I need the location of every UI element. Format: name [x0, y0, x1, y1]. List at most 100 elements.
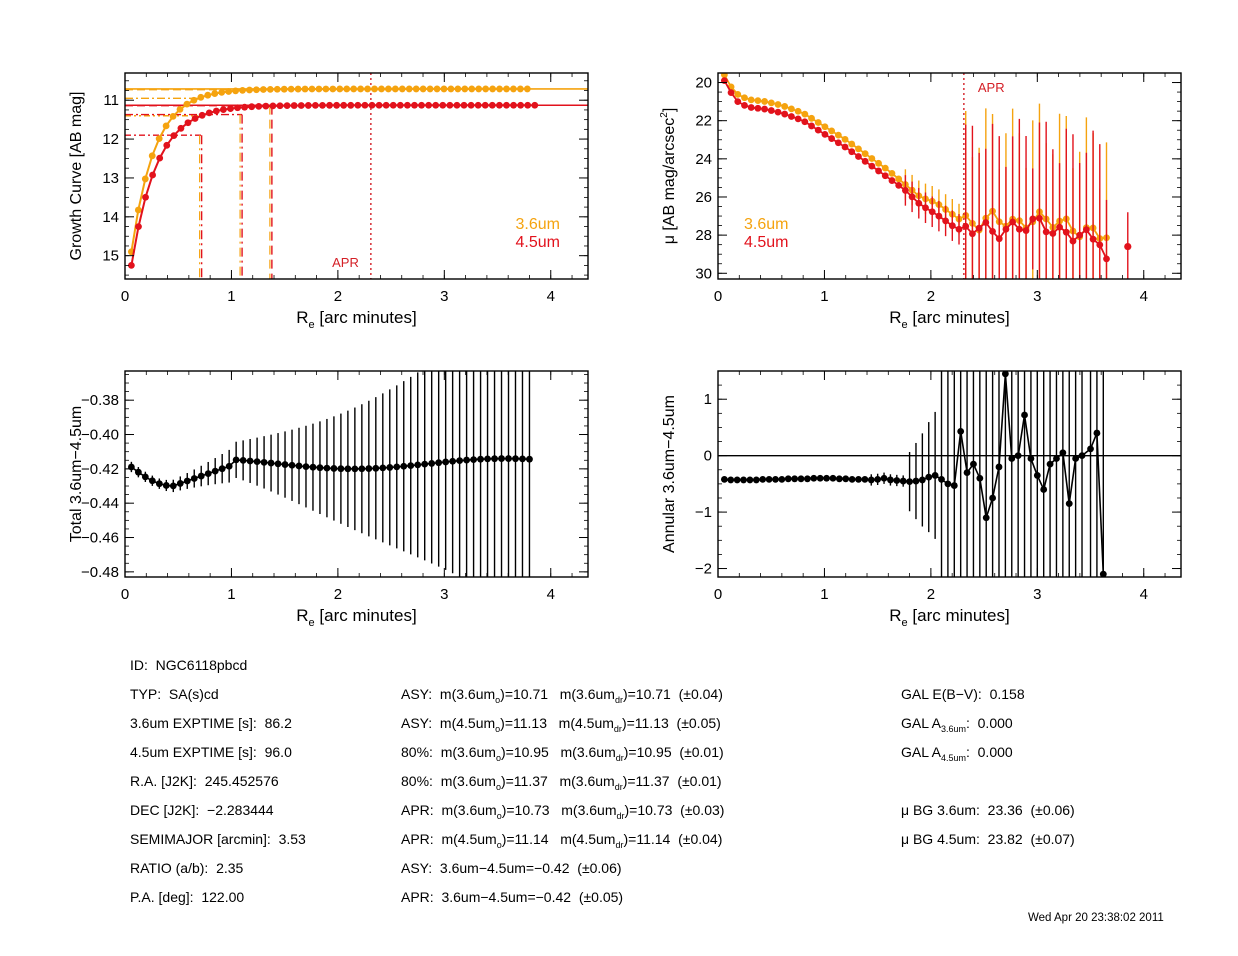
data-point	[733, 476, 741, 484]
data-point-ch2	[814, 126, 822, 134]
x-tick-label: 2	[334, 586, 342, 603]
y-tick-label: 26	[695, 189, 712, 206]
magnitude-tag: ASY: m(3.6um	[401, 686, 496, 702]
data-point	[246, 457, 254, 465]
data-point-ch1	[834, 131, 842, 139]
data-point	[861, 475, 869, 483]
data-point-ch1	[855, 145, 862, 153]
x-tick-label: 4	[1140, 288, 1148, 305]
data-point-3.6um	[246, 86, 253, 94]
data-point-ch2	[1089, 235, 1097, 243]
data-point	[989, 494, 997, 502]
data-point	[379, 464, 387, 472]
data-point	[720, 475, 728, 483]
color-row: APR: 3.6um−4.5um=−0.42 (±0.05)	[401, 889, 623, 905]
data-point-ch1	[741, 94, 748, 102]
magnitude-row: 80%: m(3.6umo)=11.37 m(3.6umdr)=11.37 (±…	[401, 773, 722, 792]
y-tick-label: 11	[103, 92, 119, 109]
data-point	[232, 456, 240, 464]
data-point	[970, 460, 977, 468]
profile-line-ch2	[723, 80, 1108, 260]
x-tick-label: 4	[547, 288, 555, 305]
data-point-4.5um	[503, 101, 510, 109]
data-point-ch1	[761, 98, 769, 105]
data-point	[829, 474, 837, 482]
data-point	[463, 456, 471, 464]
data-point-4.5um	[255, 102, 263, 110]
data-point-ch2	[908, 193, 916, 201]
data-point-ch1	[875, 159, 882, 167]
data-point	[880, 474, 888, 482]
data-point-4.5um	[524, 101, 532, 109]
legend-entry-3.6um: 3.6um	[744, 216, 788, 233]
data-point-4.5um	[212, 107, 220, 115]
data-point	[526, 455, 533, 463]
legend-entry-3.6um: 3.6um	[516, 216, 560, 233]
data-point	[449, 457, 457, 465]
data-point	[727, 476, 735, 484]
data-point-4.5um	[347, 101, 355, 109]
magnitude-tag: 80%: m(3.6um	[401, 744, 496, 760]
data-point-ch2	[1049, 230, 1057, 237]
data-point	[938, 475, 945, 483]
data-point	[386, 464, 394, 471]
x-tick-label: 1	[820, 586, 828, 603]
data-point	[784, 475, 792, 483]
data-point-ch2	[895, 181, 903, 189]
info-label: SEMIMAJOR [arcmin]:	[130, 831, 271, 847]
magnitude-row: ASY: m(4.5umo)=11.13 m(4.5umdr)=11.13 (±…	[401, 715, 721, 734]
data-point-ch2	[848, 148, 856, 156]
data-point-3.6um	[482, 85, 490, 93]
data-point-4.5um	[389, 101, 397, 109]
x-tick-label: 2	[334, 288, 342, 305]
data-point-ch1	[828, 127, 836, 135]
data-point-ch2	[741, 101, 748, 109]
data-point-ch2	[928, 208, 936, 216]
data-point-4.5um	[290, 102, 298, 109]
info-row: SEMIMAJOR [arcmin]: 3.53	[130, 831, 306, 847]
data-point-3.6um	[225, 88, 233, 95]
data-point	[740, 476, 747, 484]
data-point-ch2	[881, 172, 889, 180]
data-point-4.5um	[135, 223, 142, 231]
data-point-ch2	[922, 204, 929, 212]
data-point	[1065, 500, 1073, 508]
data-point-4.5um	[333, 101, 341, 109]
y-tick-label: 20	[695, 75, 712, 92]
data-point-4.5um	[205, 109, 213, 117]
data-point-ch2	[1076, 231, 1084, 239]
data-point-3.6um	[253, 86, 260, 94]
data-point-4.5um	[311, 101, 319, 109]
data-point-3.6um	[308, 85, 316, 93]
data-point	[169, 482, 177, 490]
data-point	[456, 457, 464, 465]
extinction-row: GAL A4.5um: 0.000	[901, 744, 1013, 763]
data-point	[141, 473, 149, 481]
data-point	[816, 474, 824, 482]
y-tick-label: 12	[102, 131, 119, 148]
magnitude-value-dr: )=11.14 (±0.04)	[623, 831, 723, 847]
x-axis-label: Re [arc minutes]	[296, 308, 416, 331]
data-point-ch1	[794, 107, 802, 115]
data-point-3.6um	[232, 87, 239, 95]
data-point-ch2	[861, 157, 869, 165]
x-tick-label: 1	[227, 288, 235, 305]
data-point-ch2	[1002, 225, 1010, 233]
data-point-4.5um	[156, 154, 164, 162]
data-point-ch2	[761, 105, 769, 113]
data-point-4.5um	[149, 171, 157, 179]
data-point-ch1	[841, 135, 849, 143]
color-row: ASY: 3.6um−4.5um=−0.42 (±0.06)	[401, 860, 622, 876]
apr-label: APR	[978, 80, 1005, 95]
magnitude-tag: APR: m(4.5um	[401, 831, 497, 847]
data-point	[148, 477, 156, 485]
info-row: 3.6um EXPTIME [s]: 86.2	[130, 715, 292, 731]
data-point	[337, 465, 345, 473]
data-point-ch1	[781, 103, 789, 110]
data-point	[407, 462, 415, 469]
info-label: ID:	[130, 657, 148, 673]
data-point-4.5um	[276, 102, 284, 110]
data-point-3.6um	[496, 85, 503, 93]
data-point	[950, 482, 958, 489]
data-point-4.5um	[396, 101, 404, 109]
